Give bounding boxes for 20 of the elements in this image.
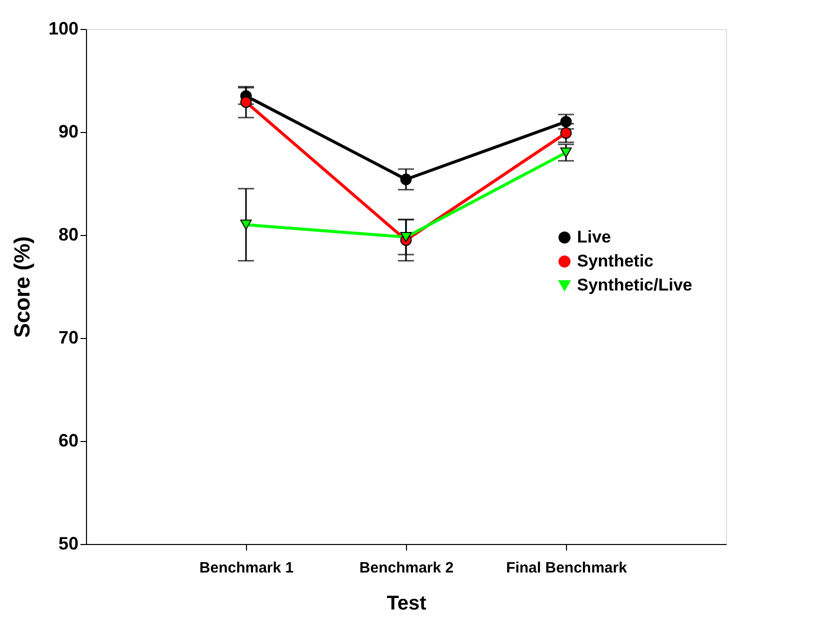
y-axis-title: Score (%) bbox=[9, 236, 34, 338]
x-axis-title: Test bbox=[386, 592, 427, 614]
y-tick-label: 80 bbox=[58, 224, 78, 244]
point bbox=[240, 96, 252, 108]
legend-label: Synthetic bbox=[577, 252, 654, 270]
point bbox=[560, 127, 572, 139]
point bbox=[560, 148, 572, 158]
legend-label: Synthetic/Live bbox=[577, 276, 692, 294]
y-tick-label: 50 bbox=[58, 534, 78, 554]
point bbox=[400, 232, 412, 242]
point bbox=[400, 174, 412, 186]
x-tick-label: Benchmark 1 bbox=[199, 560, 294, 576]
y-tick-label: 70 bbox=[58, 328, 78, 348]
point bbox=[240, 220, 252, 230]
x-tick-label: Final Benchmark bbox=[506, 560, 628, 576]
y-tick-label: 100 bbox=[48, 18, 78, 38]
x-tick-label: Benchmark 2 bbox=[359, 560, 454, 576]
legend-label: Live bbox=[577, 228, 612, 246]
y-tick-label: 90 bbox=[58, 122, 78, 142]
y-tick-label: 60 bbox=[58, 430, 78, 450]
